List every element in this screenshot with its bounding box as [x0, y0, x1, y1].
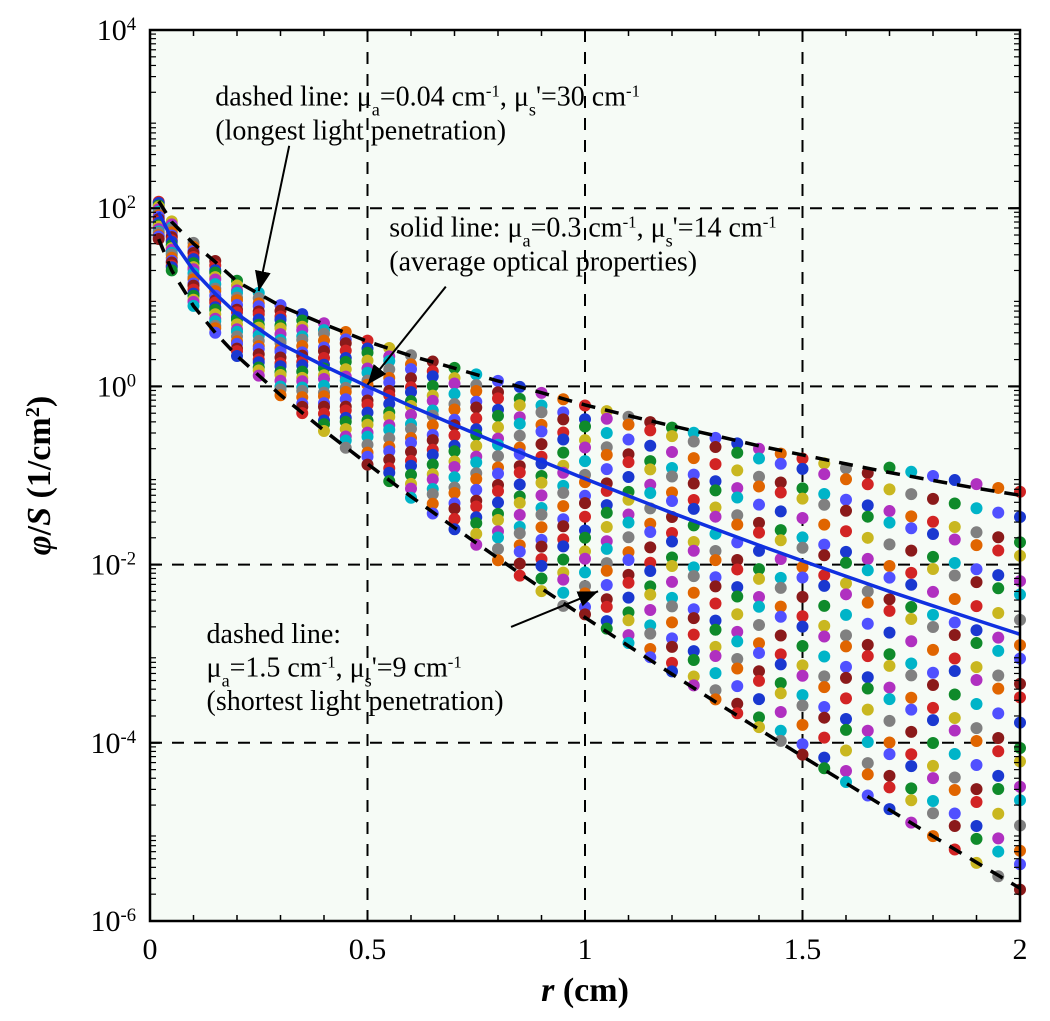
ann-upper-text: (longest light penetration) — [215, 115, 506, 146]
ann-lower-text: dashed line: — [207, 619, 342, 650]
chart-container: 0 0.5 1 1.5 2 10-6 10-4 10-2 100 102 104 r (cm) φ/S … — [0, 0, 1050, 1021]
ytick-label: 102 — [97, 192, 136, 226]
xtick-label: 0 — [143, 933, 158, 966]
ytick-label: 104 — [97, 14, 136, 48]
ann-mid-text: (average optical properties) — [389, 246, 697, 277]
ytick-label: 100 — [97, 370, 136, 404]
svg-text:φ/S (1/cm2): φ/S (1/cm2) — [21, 396, 58, 555]
y-axis-label: φ/S (1/cm2) — [21, 396, 58, 555]
xtick-label: 0.5 — [349, 933, 387, 966]
ytick-label: 10-6 — [91, 905, 137, 939]
xtick-label: 2 — [1013, 933, 1028, 966]
ytick-label: 10-4 — [91, 726, 137, 760]
ann-lower-text: (shortest light penetration) — [207, 686, 504, 717]
chart-svg: 0 0.5 1 1.5 2 10-6 10-4 10-2 100 102 104 r (cm) φ/S … — [0, 0, 1050, 1021]
x-axis-label: r (cm) — [541, 972, 629, 1009]
xtick-label: 1 — [578, 933, 593, 966]
ytick-label: 10-2 — [91, 548, 137, 582]
xtick-label: 1.5 — [784, 933, 822, 966]
